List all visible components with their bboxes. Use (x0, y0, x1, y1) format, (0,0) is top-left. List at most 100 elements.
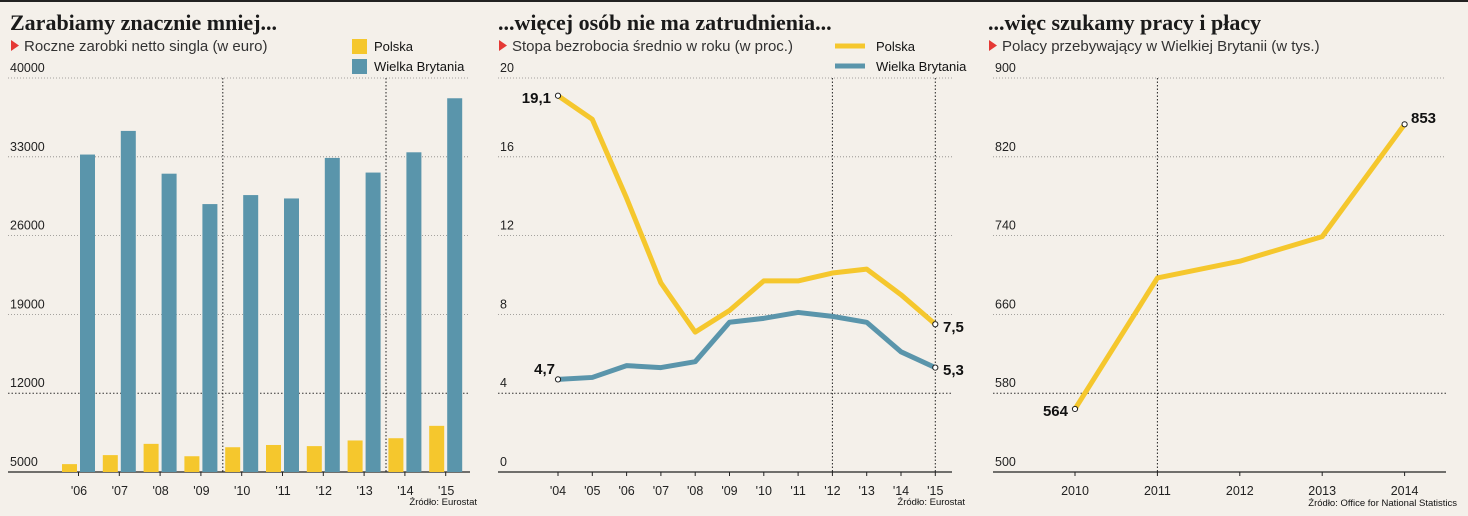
panel2-lines (554, 92, 939, 383)
panel3-gridlines (993, 77, 1446, 476)
panel3-xtick-label: 2010 (1061, 484, 1089, 498)
panel1-ytick-label: 12000 (10, 376, 45, 390)
panel2-ytick-label: 4 (500, 376, 507, 390)
label-2014: 853 (1411, 110, 1436, 127)
label-gb-2004: 4,7 (534, 361, 555, 378)
bar-polska-3 (184, 456, 200, 472)
panel2-ytick-label: 0 (500, 455, 507, 469)
panel3-xtick-label: 2011 (1144, 484, 1171, 498)
panel3-tick-labels: 900 820 740 660 580 500 2010 2011 2012 2013 2014 (995, 61, 1419, 498)
panel2-xtick-label: '07 (653, 484, 669, 498)
panel3-ytick-label: 500 (995, 455, 1016, 469)
panel2-ytick-label: 8 (500, 297, 507, 311)
panel1-xtick-label: '13 (356, 484, 372, 498)
bar-wielka-brytania-7 (365, 172, 381, 472)
panel-poles-in-uk: ...więc szukamy pracy i płacy Polacy prz… (988, 10, 1457, 509)
point-polska-0 (554, 92, 562, 99)
panel1-ytick-label: 5000 (10, 455, 38, 469)
bar-wielka-brytania-9 (447, 98, 463, 473)
panel2-xtick-label: '06 (618, 484, 634, 498)
panel1-xtick-label: '12 (316, 484, 332, 498)
panel1-marker-icon (11, 40, 19, 51)
panel3-ytick-label: 660 (995, 297, 1016, 311)
bar-wielka-brytania-4 (243, 195, 259, 472)
panel2-xtick-label: '13 (859, 484, 875, 498)
label-pl-2015: 7,5 (943, 319, 964, 336)
panel1-xtick-label: '08 (152, 484, 168, 498)
panel2-gridlines (498, 77, 952, 476)
panel2-source: Źródło: Eurostat (897, 497, 965, 508)
bar-wielka-brytania-0 (80, 154, 95, 472)
panel3-ytick-label: 580 (995, 376, 1016, 390)
line-polska (555, 93, 938, 335)
bar-polska-7 (347, 440, 363, 472)
panel1-xtick-label: '10 (234, 484, 250, 498)
panel1-xtick-label: '15 (438, 484, 454, 498)
panel1-ytick-label: 19000 (10, 297, 45, 311)
panel3-title: ...więc szukamy pracy i płacy (988, 10, 1261, 35)
bar-polska-1 (102, 455, 118, 472)
panel2-subtitle: Stopa bezrobocia średnio w roku (w proc.… (512, 38, 793, 55)
panel1-title: Zarabiamy znacznie mniej... (10, 10, 277, 35)
panel2-tick-labels: 20 16 12 8 4 0 '04 '05 '06 '07 '08 '09 '10 '11 '12 '13 '… (500, 61, 943, 498)
line-wielka-brytania (555, 309, 938, 382)
bar-polska-4 (225, 447, 241, 472)
panel2-xtick-label: '10 (756, 484, 772, 498)
bar-wielka-brytania-1 (120, 130, 136, 472)
panel1-source: Źródło: Eurostat (409, 497, 477, 508)
panel3-xtick-label: 2012 (1226, 484, 1254, 498)
panel3-xtick-label: 2014 (1391, 484, 1419, 498)
legend1-label-pl: Polska (374, 39, 414, 54)
panel2-xtick-label: '04 (550, 484, 566, 498)
panel1-ytick-label: 40000 (10, 61, 45, 75)
bar-polska-0 (62, 464, 77, 472)
panel1-xtick-label: '11 (275, 484, 290, 498)
panel2-ytick-label: 12 (500, 219, 514, 233)
bar-wielka-brytania-5 (284, 198, 299, 473)
point-wielka-brytania-0 (554, 376, 562, 383)
panel2-xtick-label: '09 (721, 484, 737, 498)
point-polacy-0 (1071, 405, 1079, 413)
bar-wielka-brytania-8 (406, 152, 422, 472)
panel2-xtick-label: '12 (824, 484, 840, 498)
panel2-title: ...więcej osób nie ma zatrudnienia... (498, 10, 832, 35)
point-polacy-4 (1401, 121, 1408, 128)
panel1-ytick-label: 26000 (10, 219, 45, 233)
legend2-label-pl: Polska (876, 39, 916, 54)
panel3-ytick-label: 820 (995, 140, 1016, 154)
bar-wielka-brytania-6 (324, 157, 340, 472)
panel1-bars (62, 98, 463, 473)
legend1-swatch-gb (352, 59, 367, 74)
label-pl-2004: 19,1 (522, 90, 551, 107)
point-wielka-brytania-11 (932, 364, 939, 371)
panel2-marker-icon (499, 40, 507, 51)
bar-polska-5 (266, 444, 281, 472)
panel1-tick-labels: 40000 33000 26000 19000 12000 5000 '06 '07 '08 '0… (10, 61, 454, 498)
label-gb-2015: 5,3 (943, 362, 964, 379)
bar-polska-9 (429, 425, 445, 472)
panel2-xtick-label: '11 (790, 484, 805, 498)
legend1-label-gb: Wielka Brytania (374, 59, 465, 74)
panel3-marker-icon (989, 40, 997, 51)
panel3-ytick-label: 900 (995, 61, 1016, 75)
panel1-xtick-label: '09 (193, 484, 209, 498)
panel2-xtick-label: '15 (927, 484, 943, 498)
panel1-xtick-label: '07 (112, 484, 128, 498)
point-polska-11 (932, 321, 939, 328)
panel3-source: Źródło: Office for National Statistics (1308, 498, 1457, 509)
panel3-ytick-label: 740 (995, 219, 1016, 233)
bar-polska-6 (306, 446, 322, 472)
panel-earnings: Zarabiamy znacznie mniej... Roczne zarob… (8, 10, 477, 508)
panel1-ytick-label: 33000 (10, 140, 45, 154)
panel3-subtitle: Polacy przebywający w Wielkiej Brytanii … (1002, 38, 1320, 55)
bar-wielka-brytania-2 (161, 173, 177, 472)
panel2-ytick-label: 16 (500, 140, 514, 154)
panel2-xtick-label: '08 (687, 484, 703, 498)
panel-unemployment: ...więcej osób nie ma zatrudnienia... St… (498, 10, 967, 508)
panel1-xtick-label: '14 (397, 484, 413, 498)
bar-polska-2 (143, 443, 159, 472)
line-polacy-w-wb (1072, 121, 1408, 412)
bar-polska-8 (388, 438, 404, 472)
